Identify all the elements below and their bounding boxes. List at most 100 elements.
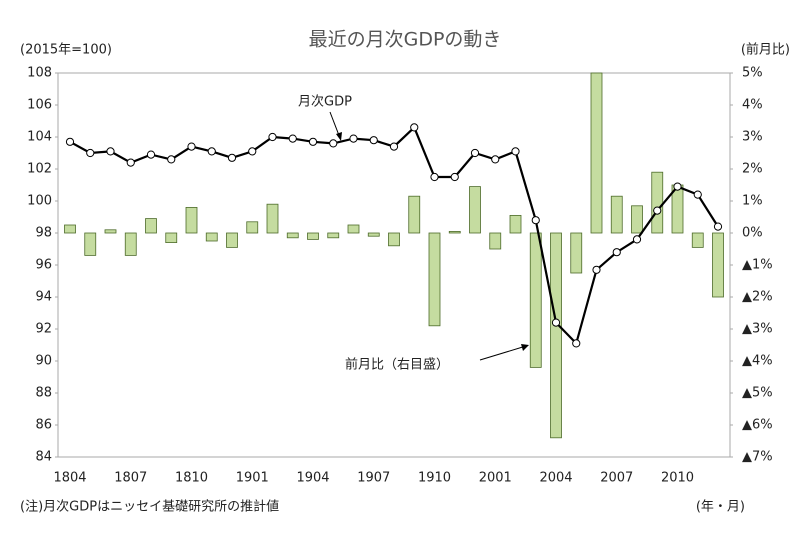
bar — [550, 232, 562, 439]
line-marker — [146, 150, 156, 159]
y2-tick-label: ▲5% — [742, 386, 773, 401]
line-marker — [268, 132, 277, 142]
bar — [448, 230, 461, 234]
y-tick-label: 108 — [27, 66, 52, 81]
x-axis-label: (年・月) — [696, 500, 745, 515]
bar — [529, 232, 542, 368]
line-marker — [653, 206, 662, 215]
bar — [347, 224, 360, 234]
y2-tick-label: ▲4% — [742, 354, 773, 369]
line-marker — [329, 139, 338, 148]
y2-tick-label: 1% — [742, 194, 763, 209]
line-marker — [288, 134, 297, 143]
line-marker — [227, 153, 237, 162]
line-marker — [248, 147, 257, 156]
plot-frame — [57, 72, 731, 458]
y-tick-label: 86 — [35, 418, 52, 433]
y-tick-label: 88 — [35, 386, 52, 401]
bar — [651, 171, 664, 234]
line-marker — [572, 339, 581, 348]
bar — [185, 206, 198, 234]
x-tick-label: 1804 — [53, 471, 86, 486]
line-marker — [126, 158, 135, 167]
line-marker — [106, 147, 115, 156]
arrow-head — [521, 344, 529, 351]
x-tick-label: 2010 — [661, 471, 694, 486]
bar — [489, 232, 502, 250]
line-marker — [693, 190, 702, 199]
x-tick-label: 1907 — [357, 471, 390, 486]
y-axis-label: (2015年=100) — [20, 43, 112, 58]
line-marker — [207, 147, 216, 156]
line-marker — [308, 137, 318, 146]
bar — [286, 232, 299, 239]
arrow-head — [336, 132, 342, 141]
line-marker — [673, 182, 682, 191]
bar — [165, 232, 178, 243]
y2-tick-label: 4% — [742, 98, 763, 113]
bar — [469, 186, 481, 234]
line-marker — [430, 172, 439, 182]
line-marker — [592, 265, 601, 274]
bar — [367, 232, 380, 237]
line-marker — [167, 155, 176, 164]
y2-tick-label: ▲3% — [742, 322, 773, 337]
x-tick-label: 2001 — [479, 471, 512, 486]
bar — [307, 232, 319, 240]
bar — [712, 232, 724, 298]
bar — [246, 221, 259, 234]
line-marker — [65, 137, 75, 146]
y-tick-label: 94 — [35, 290, 52, 305]
bar — [124, 232, 137, 256]
line-marker — [531, 216, 540, 225]
annotation-arrow — [479, 345, 527, 361]
line-marker — [450, 172, 459, 182]
line-marker — [187, 142, 196, 151]
line-marker — [511, 147, 520, 156]
bar — [388, 232, 400, 247]
bar — [428, 232, 441, 327]
x-tick-label: 1910 — [418, 471, 451, 486]
line-marker — [713, 222, 723, 231]
y-tick-label: 98 — [35, 226, 52, 241]
y2-tick-label: 2% — [742, 162, 763, 177]
bar — [590, 72, 603, 234]
bar — [691, 232, 704, 248]
bar — [226, 232, 238, 248]
x-tick-label: 1904 — [296, 471, 329, 486]
y2-tick-label: 0% — [742, 226, 763, 241]
bar — [509, 214, 522, 234]
y2-tick-label: ▲2% — [742, 290, 773, 305]
bar — [570, 232, 583, 274]
x-tick-label: 1901 — [236, 471, 269, 486]
y2-tick-label: 5% — [742, 66, 763, 81]
line-marker — [389, 142, 399, 151]
line-marker — [551, 318, 561, 327]
bar-annotation: 前月比（右目盛） — [345, 357, 449, 373]
x-tick-label: 1810 — [175, 471, 208, 486]
y-tick-label: 106 — [27, 98, 52, 113]
y-tick-label: 100 — [27, 194, 52, 209]
line-marker — [612, 248, 621, 257]
x-tick-label: 2004 — [539, 471, 572, 486]
bar — [64, 224, 76, 234]
line-marker — [632, 235, 642, 244]
bar — [631, 205, 643, 234]
bar — [266, 203, 279, 234]
chart-title: 最近の月次GDPの動き — [309, 29, 502, 51]
bar — [84, 232, 97, 256]
y-tick-label: 96 — [35, 258, 52, 273]
line-marker — [369, 136, 378, 145]
y2-tick-label: ▲6% — [742, 418, 773, 433]
line-marker — [349, 134, 358, 143]
y-tick-label: 92 — [35, 322, 52, 337]
x-tick-label: 2007 — [600, 471, 633, 486]
y-tick-label: 104 — [27, 130, 52, 145]
y2-tick-label: 3% — [742, 130, 763, 145]
bar — [145, 218, 157, 234]
y2-axis-label: (前月比) — [741, 42, 790, 58]
y-tick-label: 102 — [27, 162, 52, 177]
y2-tick-label: ▲1% — [742, 258, 773, 273]
line-marker — [491, 155, 500, 164]
